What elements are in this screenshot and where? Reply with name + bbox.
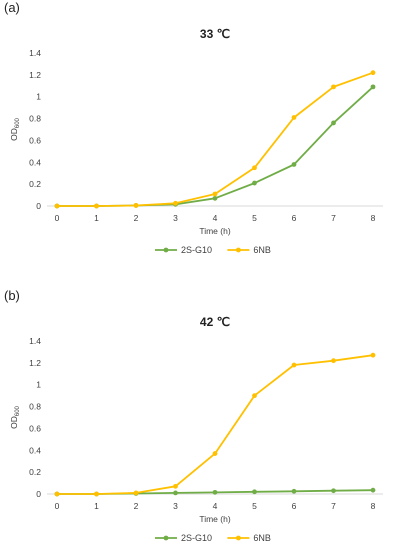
y-tick-label: 1.2 [29, 358, 41, 368]
data-point-6nb [94, 203, 99, 209]
y-tick-label: 0.4 [29, 157, 41, 167]
x-tick-label: 4 [213, 501, 218, 511]
x-tick-label: 2 [134, 501, 139, 511]
y-tick-label: 0.8 [29, 114, 41, 124]
series-line-6nb [57, 354, 374, 495]
y-tick-label: 0 [36, 201, 41, 211]
panel-label: (b) [4, 288, 20, 303]
legend-label: 2S-G10 [181, 245, 212, 255]
legend-item-2s-g10: 2S-G10 [155, 533, 212, 543]
y-tick-label: 1 [36, 92, 41, 102]
series-line-6nb [57, 71, 374, 207]
data-point-6nb [133, 490, 139, 496]
y-tick-label: 0.6 [29, 135, 41, 145]
legend-label: 6NB [253, 245, 271, 255]
data-point-2s-g10 [331, 120, 336, 126]
x-axis-title: Time (h) [199, 226, 230, 236]
chart-panel-a: (a) 33 ℃ 0 0.2 0.4 0.6 0.8 1 1.2 1.4 0 1 2 3 4 5 6 7 8 Tim… [4, 0, 383, 255]
legend-item-6nb: 6NB [227, 533, 271, 543]
y-tick-label: 1 [36, 380, 41, 390]
data-point-6nb [212, 191, 218, 197]
y-tick-label: 1.4 [29, 336, 41, 346]
legend-item-2s-g10: 2S-G10 [155, 245, 212, 255]
y-axis-title: OD600 [9, 117, 21, 140]
y-tick-label: 1.2 [29, 70, 41, 80]
line-chart-33c: 33 ℃ 0 0.2 0.4 0.6 0.8 1 1.2 1.4 0 1 2 3 4 5 6 7 8 Time (h… [9, 27, 383, 255]
y-axis-title-main: OD [9, 416, 19, 429]
legend-swatch-marker [163, 535, 169, 541]
x-tick-label: 1 [94, 501, 99, 511]
data-point-6nb [331, 84, 336, 90]
y-axis-title-subscript: 600 [15, 405, 21, 416]
y-axis-title: OD600 [9, 405, 21, 428]
x-tick-label: 3 [173, 213, 178, 223]
data-point-2s-g10 [291, 488, 297, 494]
data-point-6nb [133, 203, 139, 208]
x-tick-label: 5 [252, 501, 257, 511]
legend-label: 2S-G10 [181, 533, 212, 543]
panel-label: (a) [4, 0, 20, 15]
data-point-2s-g10 [173, 490, 178, 496]
data-point-6nb [331, 358, 336, 364]
y-tick-label: 1.4 [29, 48, 41, 58]
chart-panel-b: (b) 42 ℃ 0 0.2 0.4 0.6 0.8 1 1.2 1.4 0 1 2 3 4 5 6 7 8 Tim… [0, 288, 402, 550]
y-axis-title-main: OD [9, 128, 19, 141]
data-point-2s-g10 [291, 162, 297, 167]
data-point-2s-g10 [252, 180, 257, 186]
series-line-2s-g10 [57, 86, 374, 207]
data-point-6nb [212, 451, 218, 456]
data-point-6nb [291, 115, 297, 120]
y-tick-label: 0.2 [29, 467, 41, 477]
x-tick-label: 7 [331, 213, 336, 223]
y-tick-label: 0 [36, 489, 41, 499]
x-tick-label: 8 [371, 501, 376, 511]
line-chart-42c: 42 ℃ 0 0.2 0.4 0.6 0.8 1 1.2 1.4 0 1 2 3 4 5 6 7 8 Time (h… [9, 315, 383, 543]
data-point-6nb [370, 70, 376, 76]
data-point-2s-g10 [370, 487, 376, 493]
data-point-6nb [291, 362, 297, 368]
data-point-2s-g10 [212, 489, 218, 495]
y-tick-label: 0.8 [29, 402, 41, 412]
data-point-6nb [252, 393, 257, 399]
x-tick-label: 0 [55, 213, 60, 223]
data-point-2s-g10 [370, 84, 376, 90]
data-point-2s-g10 [252, 489, 257, 495]
x-tick-label: 1 [94, 213, 99, 223]
data-point-6nb [94, 491, 99, 497]
x-tick-label: 5 [252, 213, 257, 223]
x-tick-label: 3 [173, 501, 178, 511]
chart-title: 33 ℃ [200, 27, 230, 41]
x-axis-title: Time (h) [199, 514, 230, 524]
x-tick-label: 8 [371, 213, 376, 223]
legend-item-6nb: 6NB [227, 245, 271, 255]
y-tick-label: 0.6 [29, 423, 41, 433]
x-tick-label: 4 [213, 213, 218, 223]
data-point-6nb [252, 165, 257, 171]
y-tick-label: 0.4 [29, 445, 41, 455]
legend-label: 6NB [253, 533, 271, 543]
y-tick-label: 0.2 [29, 179, 41, 189]
data-point-6nb [173, 483, 178, 489]
data-point-6nb [54, 491, 60, 497]
y-axis-title-subscript: 600 [15, 117, 21, 128]
data-point-6nb [173, 200, 178, 206]
data-point-2s-g10 [331, 488, 336, 494]
x-tick-label: 0 [55, 501, 60, 511]
data-point-6nb [54, 203, 60, 209]
legend-swatch-marker [236, 535, 241, 541]
legend-swatch-marker [236, 247, 241, 253]
x-tick-label: 6 [292, 501, 297, 511]
x-tick-label: 6 [292, 213, 297, 223]
data-point-2s-g10 [212, 195, 218, 201]
legend-swatch-marker [163, 247, 169, 253]
data-point-6nb [370, 352, 376, 358]
x-tick-label: 2 [134, 213, 139, 223]
x-tick-label: 7 [331, 501, 336, 511]
chart-title: 42 ℃ [200, 315, 230, 329]
